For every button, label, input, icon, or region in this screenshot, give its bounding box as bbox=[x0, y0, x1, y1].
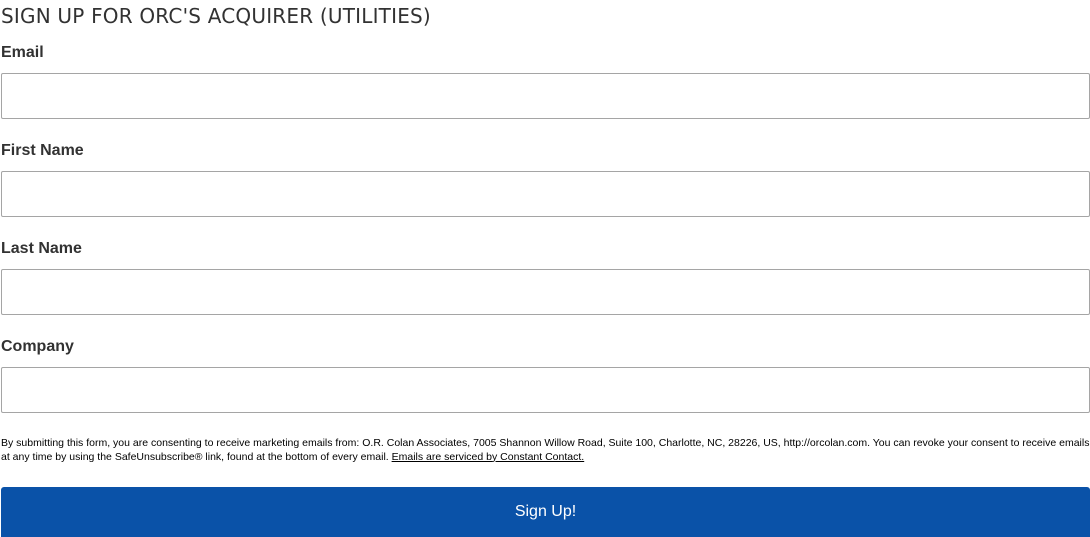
last-name-field[interactable] bbox=[1, 269, 1090, 315]
consent-notice: By submitting this form, you are consent… bbox=[1, 437, 1090, 464]
company-label: Company bbox=[1, 338, 74, 355]
form-title: SIGN UP FOR ORC'S ACQUIRER (UTILITIES) bbox=[1, 4, 431, 28]
sign-up-button[interactable]: Sign Up! bbox=[1, 487, 1090, 537]
last-name-label: Last Name bbox=[1, 240, 82, 257]
consent-text: By submitting this form, you are consent… bbox=[1, 437, 1090, 463]
constant-contact-link[interactable]: Emails are serviced by Constant Contact. bbox=[391, 450, 585, 463]
email-label: Email bbox=[1, 44, 44, 61]
first-name-label: First Name bbox=[1, 142, 84, 159]
first-name-field[interactable] bbox=[1, 171, 1090, 217]
company-field[interactable] bbox=[1, 367, 1090, 413]
email-field[interactable] bbox=[1, 73, 1090, 119]
